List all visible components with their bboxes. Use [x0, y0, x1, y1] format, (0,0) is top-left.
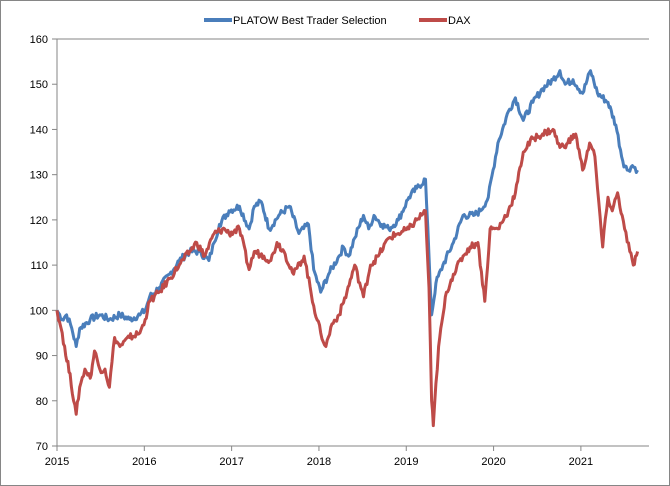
legend: PLATOW Best Trader Selection DAX: [204, 15, 471, 27]
x-tick-label: 2019: [394, 456, 418, 468]
y-tick-label: 160: [30, 34, 48, 46]
series-line-platow: [55, 69, 639, 348]
y-tick-label: 150: [30, 79, 48, 91]
legend-label-platow: PLATOW Best Trader Selection: [233, 15, 387, 27]
series-line-dax: [55, 127, 640, 428]
x-tick-label: 2018: [307, 456, 331, 468]
y-tick-label: 70: [36, 441, 48, 453]
y-tick-label: 90: [36, 351, 48, 363]
y-tick-label: 110: [30, 260, 48, 272]
x-tick-label: 2015: [45, 456, 69, 468]
y-tick-label: 100: [30, 305, 48, 317]
x-tick-label: 2020: [481, 456, 505, 468]
x-tick-label: 2021: [569, 456, 593, 468]
legend-label-dax: DAX: [448, 15, 471, 27]
x-tick-label: 2016: [132, 456, 156, 468]
y-tick-label: 130: [30, 170, 48, 182]
y-tick-label: 80: [36, 396, 48, 408]
x-tick-label: 2017: [219, 456, 243, 468]
y-tick-label: 140: [30, 124, 48, 136]
y-tick-label: 120: [30, 215, 48, 227]
